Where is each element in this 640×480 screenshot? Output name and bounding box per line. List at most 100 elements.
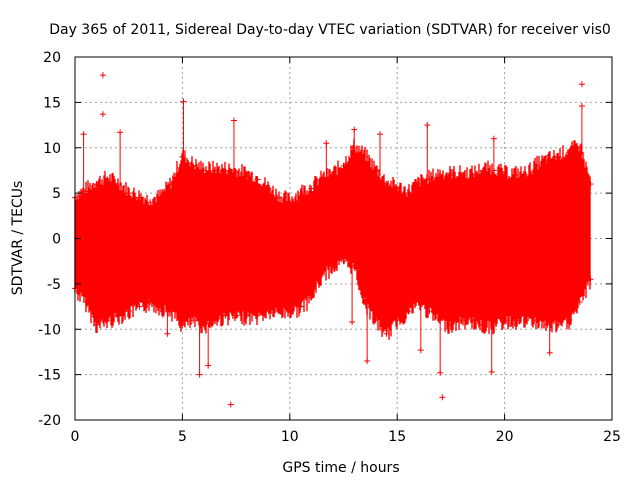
y-tick-label: -10 [38, 322, 61, 338]
outlier-point [227, 401, 234, 408]
data-point-marker [501, 317, 508, 324]
data-point-marker [566, 149, 573, 156]
data-point-marker [447, 171, 454, 178]
outlier-point [119, 312, 126, 319]
outlier-point [578, 103, 585, 156]
outlier-point [546, 324, 553, 356]
data-point-marker [211, 167, 218, 174]
y-axis-label: SDTVAR / TECUs [10, 181, 26, 296]
data-point-marker [340, 162, 347, 169]
outlier-point [323, 140, 330, 178]
y-tick-label: 15 [43, 95, 61, 111]
data-point-marker [168, 308, 175, 315]
data-point-marker [555, 321, 562, 328]
y-tick-label: -20 [38, 413, 61, 429]
data-point-marker [329, 171, 336, 178]
data-point-marker [125, 190, 132, 197]
data-point-marker [383, 181, 390, 188]
data-point-marker [458, 171, 465, 178]
y-tick-label: 10 [43, 141, 61, 157]
data-point-marker [404, 190, 411, 197]
data-point-marker [222, 312, 229, 319]
data-point-marker [587, 181, 594, 188]
x-tick-label: 20 [496, 429, 514, 445]
data-point-marker [372, 317, 379, 324]
data-point-marker [587, 276, 594, 283]
data-point-marker [319, 271, 326, 278]
data-point-marker [308, 185, 315, 192]
data-point-marker [297, 190, 304, 197]
data-point-marker [211, 317, 218, 324]
data-point-marker [404, 308, 411, 315]
x-tick-label: 0 [71, 429, 80, 445]
outlier-point [424, 122, 431, 181]
data-point-marker [179, 321, 186, 328]
data-point-marker [523, 317, 530, 324]
x-tick-label: 25 [603, 429, 621, 445]
data-point-marker [340, 258, 347, 265]
data-point-marker [233, 169, 240, 176]
outlier-point [196, 322, 203, 378]
y-tick-label: 0 [52, 232, 61, 248]
outlier-point [349, 264, 356, 325]
tick-labels: 0 5 10 15 20 25 -20 -15 -10 -5 0 5 10 15 20 [38, 50, 621, 445]
data-point-marker [533, 162, 540, 169]
data-point-marker [254, 312, 261, 319]
data-point-marker [93, 181, 100, 188]
data-point-marker [329, 262, 336, 269]
data-point-marker [308, 294, 315, 301]
data-point-marker [501, 171, 508, 178]
data-point-marker [361, 153, 368, 160]
data-point-marker [147, 199, 154, 206]
data-point-marker [276, 308, 283, 315]
data-point-marker [147, 299, 154, 306]
data-point-marker [104, 176, 111, 183]
data-point-marker [190, 317, 197, 324]
y-tick-label: -5 [47, 277, 61, 293]
data-point-marker [394, 185, 401, 192]
data-point-marker [222, 167, 229, 174]
data-point-marker [200, 167, 207, 174]
data-point-marker [179, 153, 186, 160]
data-point-marker [265, 185, 272, 192]
data-point-marker [555, 153, 562, 160]
x-tick-label: 10 [281, 429, 299, 445]
y-tick-label: -15 [38, 368, 61, 384]
data-point-marker [286, 199, 293, 206]
data-point-marker [200, 321, 207, 328]
outlier-point [117, 129, 124, 186]
data-point-marker [512, 171, 519, 178]
data-point-marker [426, 308, 433, 315]
data-point-marker [82, 299, 89, 306]
data-point-marker [254, 176, 261, 183]
outlier-point [488, 324, 495, 375]
data-point-marker [93, 321, 100, 328]
outlier-point [99, 111, 106, 118]
data-point-marker [233, 312, 240, 319]
outlier-point [205, 322, 212, 369]
data-point-marker [512, 317, 519, 324]
outlier-point [180, 98, 187, 158]
x-axis-label: GPS time / hours [282, 460, 399, 476]
outlier-point [490, 135, 497, 171]
outlier-point [578, 81, 585, 88]
data-point-marker [394, 317, 401, 324]
data-point-marker [265, 308, 272, 315]
chart-title: Day 365 of 2011, Sidereal Day-to-day VTE… [49, 22, 611, 38]
outlier-point [417, 303, 424, 354]
data-point-marker [136, 303, 143, 310]
outlier-point [437, 320, 444, 376]
data-point-marker [190, 162, 197, 169]
data-point-marker [372, 167, 379, 174]
data-point-marker [469, 317, 476, 324]
data-point-marker [566, 317, 573, 324]
data-point-marker [243, 312, 250, 319]
data-layer [72, 72, 594, 408]
data-point-marker [157, 194, 164, 201]
data-point-marker [576, 299, 583, 306]
data-point-marker [383, 330, 390, 337]
data-point-marker [319, 176, 326, 183]
outlier-point [351, 126, 358, 148]
x-tick-label: 5 [178, 429, 187, 445]
